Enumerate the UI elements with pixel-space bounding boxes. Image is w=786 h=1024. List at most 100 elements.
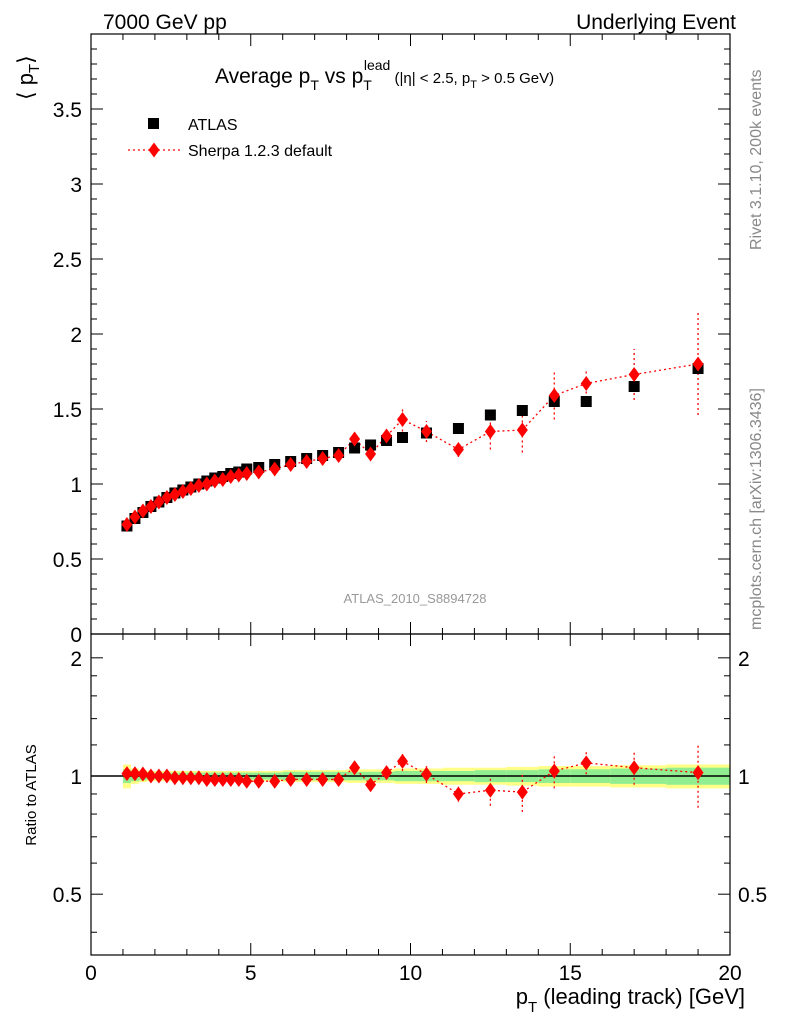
ratio-sherpa-marker — [233, 771, 245, 787]
sherpa-marker — [193, 478, 205, 493]
x-tick-label: 15 — [559, 962, 582, 985]
atlas-marker — [397, 432, 409, 443]
legend-atlas-marker — [148, 118, 159, 129]
atlas-marker — [516, 405, 528, 416]
ratio-plot: 0 5 10 15 20 0.5 0.5 1 1 2 2 — [53, 633, 767, 985]
sherpa-marker — [233, 467, 245, 483]
sherpa-marker — [381, 428, 393, 444]
sherpa-marker — [129, 509, 141, 525]
x-tick-label: 5 — [245, 962, 257, 985]
ratio-sherpa-marker — [177, 770, 189, 786]
ratio-sherpa-marker — [381, 765, 393, 781]
x-tick-label: 20 — [718, 962, 741, 985]
title-cuts-2: > 0.5 GeV) — [477, 70, 554, 87]
atlas-marker — [484, 409, 496, 421]
ratio-sherpa-marker — [317, 771, 329, 787]
sherpa-marker — [121, 517, 133, 532]
y-tick-label: 2.5 — [53, 249, 82, 272]
atlas-marker — [349, 442, 361, 454]
title-cuts-1: (|η| < 2.5, p — [390, 70, 470, 87]
ratio-sherpa-marker — [285, 771, 297, 787]
header-left: 7000 GeV pp — [103, 11, 227, 34]
x-tick-label: 10 — [399, 962, 422, 985]
title-vs-sup: lead — [364, 57, 390, 73]
sherpa-marker — [548, 388, 560, 403]
atlas-marker — [628, 381, 640, 392]
y-tick-label: 0 — [70, 624, 82, 647]
plot-title: Average pT vs pTlead (|η| < 2.5, pT > 0.… — [215, 57, 554, 93]
sherpa-marker — [333, 448, 345, 463]
header-right: Underlying Event — [576, 11, 736, 34]
ratio-sherpa-marker — [692, 765, 704, 781]
ratio-sherpa-marker — [365, 777, 377, 793]
ratio-tick-label: 2 — [70, 648, 82, 671]
ratio-sherpa-marker — [516, 784, 528, 800]
ratio-tick-label-right: 1 — [738, 766, 750, 789]
legend: ATLAS Sherpa 1.2.3 default — [128, 117, 333, 160]
ratio-sherpa-marker — [253, 773, 265, 789]
sherpa-marker — [137, 503, 149, 519]
sherpa-marker — [452, 442, 464, 457]
ratio-sherpa-marker — [333, 771, 345, 787]
y-label-open: ⟨ p — [13, 73, 38, 100]
y-axis-label-top: ⟨ pT⟩ — [13, 55, 43, 100]
ratio-sherpa-marker — [241, 773, 253, 789]
title-vs-sub: T — [363, 77, 372, 93]
sherpa-marker — [225, 469, 237, 484]
atlas-marker — [580, 396, 592, 407]
sherpa-marker — [484, 424, 496, 439]
ratio-sherpa-marker — [161, 768, 173, 784]
ratio-sherpa-marker — [201, 771, 213, 787]
y-label-close: ⟩ — [13, 55, 38, 64]
ratio-sherpa-marker — [121, 766, 133, 782]
sherpa-marker — [628, 367, 640, 382]
sherpa-marker — [365, 446, 377, 462]
ratio-sherpa-marker — [548, 763, 560, 779]
x-label-main: p — [516, 984, 528, 1009]
side-label-rivet: Rivet 3.1.10, 200k events — [748, 69, 765, 250]
y-axis-label-bottom: Ratio to ATLAS — [23, 744, 40, 845]
sherpa-marker — [285, 457, 297, 472]
sherpa-marker — [692, 356, 704, 372]
sherpa-marker — [516, 422, 528, 438]
sherpa-marker — [169, 487, 181, 502]
legend-sherpa-marker — [148, 142, 160, 158]
legend-sherpa-label: Sherpa 1.2.3 default — [188, 143, 333, 160]
y-label-sub: T — [26, 64, 43, 73]
ratio-sherpa-marker — [153, 768, 165, 784]
sherpa-marker — [241, 466, 253, 481]
ratio-sherpa-marker — [209, 771, 221, 787]
sherpa-marker — [580, 376, 592, 391]
ratio-sherpa-line — [126, 760, 699, 795]
ratio-sherpa-marker — [452, 786, 464, 802]
sherpa-marker — [317, 451, 329, 466]
ratio-sherpa-marker — [484, 782, 496, 798]
main-frame — [90, 33, 731, 635]
y-tick-label: 1 — [70, 474, 82, 497]
ratio-sherpa-marker — [217, 771, 229, 787]
ratio-sherpa-marker — [145, 768, 157, 784]
title-vs: vs p — [319, 65, 363, 88]
ratio-sherpa-marker — [185, 770, 197, 786]
ratio-frame — [90, 633, 731, 956]
x-tick-label: 0 — [85, 962, 97, 985]
main-plot: 0 0.5 1 1.5 2 2.5 3 3.5 — [53, 33, 731, 647]
sherpa-marker — [253, 464, 265, 480]
sherpa-marker — [269, 461, 281, 477]
legend-atlas-label: ATLAS — [188, 117, 238, 134]
sherpa-marker — [420, 424, 432, 439]
ratio-tick-label-right: 2 — [738, 648, 750, 671]
ratio-sherpa-marker — [129, 766, 141, 782]
sherpa-marker — [217, 472, 229, 487]
atlas-marker — [452, 423, 464, 434]
sherpa-marker — [301, 454, 313, 469]
ratio-tick-label: 0.5 — [53, 884, 82, 907]
y-tick-label: 3.5 — [53, 99, 82, 122]
sherpa-marker — [201, 476, 213, 492]
analysis-id: ATLAS_2010_S8894728 — [344, 591, 487, 606]
sherpa-marker — [161, 490, 173, 505]
title-cuts-sub: T — [470, 79, 477, 91]
sherpa-marker — [145, 499, 157, 514]
atlas-marker — [365, 439, 377, 451]
ratio-tick-label: 1 — [70, 766, 82, 789]
